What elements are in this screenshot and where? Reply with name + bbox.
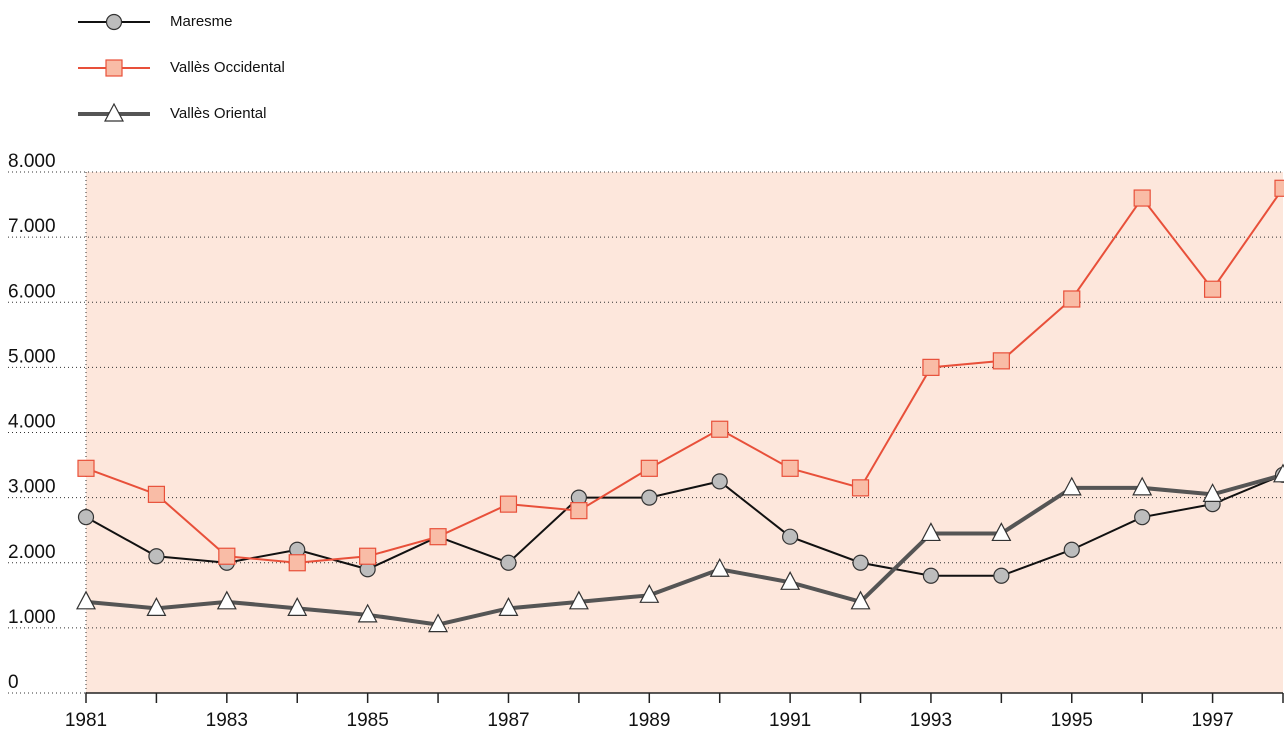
data-point (1063, 290, 1081, 308)
data-point (77, 509, 95, 526)
data-point (357, 603, 378, 623)
data-point (780, 571, 801, 590)
data-point (148, 548, 165, 565)
x-tick-label: 1989 (628, 710, 670, 731)
data-point (640, 459, 658, 477)
x-tick-label: 1991 (769, 710, 811, 731)
legend-marker (105, 13, 123, 31)
y-tick-label: 0 (8, 672, 19, 693)
y-tick-label: 3.000 (8, 477, 56, 498)
data-point (711, 420, 729, 438)
legend-label: Maresme (170, 13, 233, 30)
data-point (287, 597, 308, 616)
data-point (1202, 483, 1223, 502)
data-point (570, 502, 588, 520)
legend-marker (105, 59, 123, 77)
x-tick-label: 1995 (1051, 710, 1093, 731)
data-point (359, 547, 377, 565)
x-tick-label: 1983 (206, 710, 248, 731)
series-line (85, 187, 1284, 564)
data-point (851, 479, 870, 497)
data-point (147, 485, 166, 503)
data-point (77, 459, 95, 477)
data-point (1273, 463, 1284, 483)
y-tick-label: 7.000 (8, 216, 56, 237)
data-point (1203, 280, 1222, 298)
y-tick-label: 6.000 (8, 281, 56, 302)
data-point (639, 584, 660, 603)
legend-label: Vallès Oriental (170, 105, 266, 122)
data-point (991, 522, 1012, 542)
x-tick-label: 1987 (487, 710, 529, 731)
x-tick-label: 1993 (910, 710, 952, 731)
data-point (500, 554, 517, 571)
data-point (850, 590, 871, 610)
series-line (85, 473, 1284, 577)
data-point (711, 473, 728, 490)
legend-label: Vallès Occidental (170, 59, 285, 76)
data-point (429, 528, 447, 546)
y-tick-label: 8.000 (8, 151, 56, 172)
data-point (1132, 476, 1153, 496)
data-point (1274, 179, 1284, 197)
data-point (641, 489, 658, 506)
data-point (1134, 509, 1151, 526)
data-point (288, 554, 306, 572)
series-line (85, 472, 1284, 627)
data-point (499, 495, 518, 513)
data-point (498, 597, 519, 616)
y-tick-label: 4.000 (8, 412, 56, 433)
data-point (993, 567, 1010, 584)
data-point (782, 528, 799, 545)
data-point (920, 522, 941, 542)
data-point (1133, 189, 1151, 207)
data-point (852, 554, 869, 571)
data-point (76, 590, 96, 610)
data-point (568, 590, 589, 610)
data-point (428, 613, 449, 633)
x-tick-label: 1985 (347, 710, 389, 731)
x-tick-label: 1981 (65, 710, 107, 731)
data-point (146, 597, 167, 616)
data-point (922, 567, 940, 584)
data-point (922, 358, 940, 376)
data-point (1061, 476, 1082, 496)
data-point (992, 352, 1010, 370)
y-tick-label: 2.000 (8, 542, 56, 563)
y-tick-label: 5.000 (8, 346, 56, 367)
data-point (218, 547, 236, 565)
data-point (709, 557, 730, 577)
data-point (216, 590, 237, 610)
data-point (1063, 541, 1080, 558)
legend-marker (104, 102, 124, 122)
y-tick-label: 1.000 (8, 607, 56, 628)
x-tick-label: 1997 (1191, 710, 1233, 731)
data-point (781, 459, 799, 477)
